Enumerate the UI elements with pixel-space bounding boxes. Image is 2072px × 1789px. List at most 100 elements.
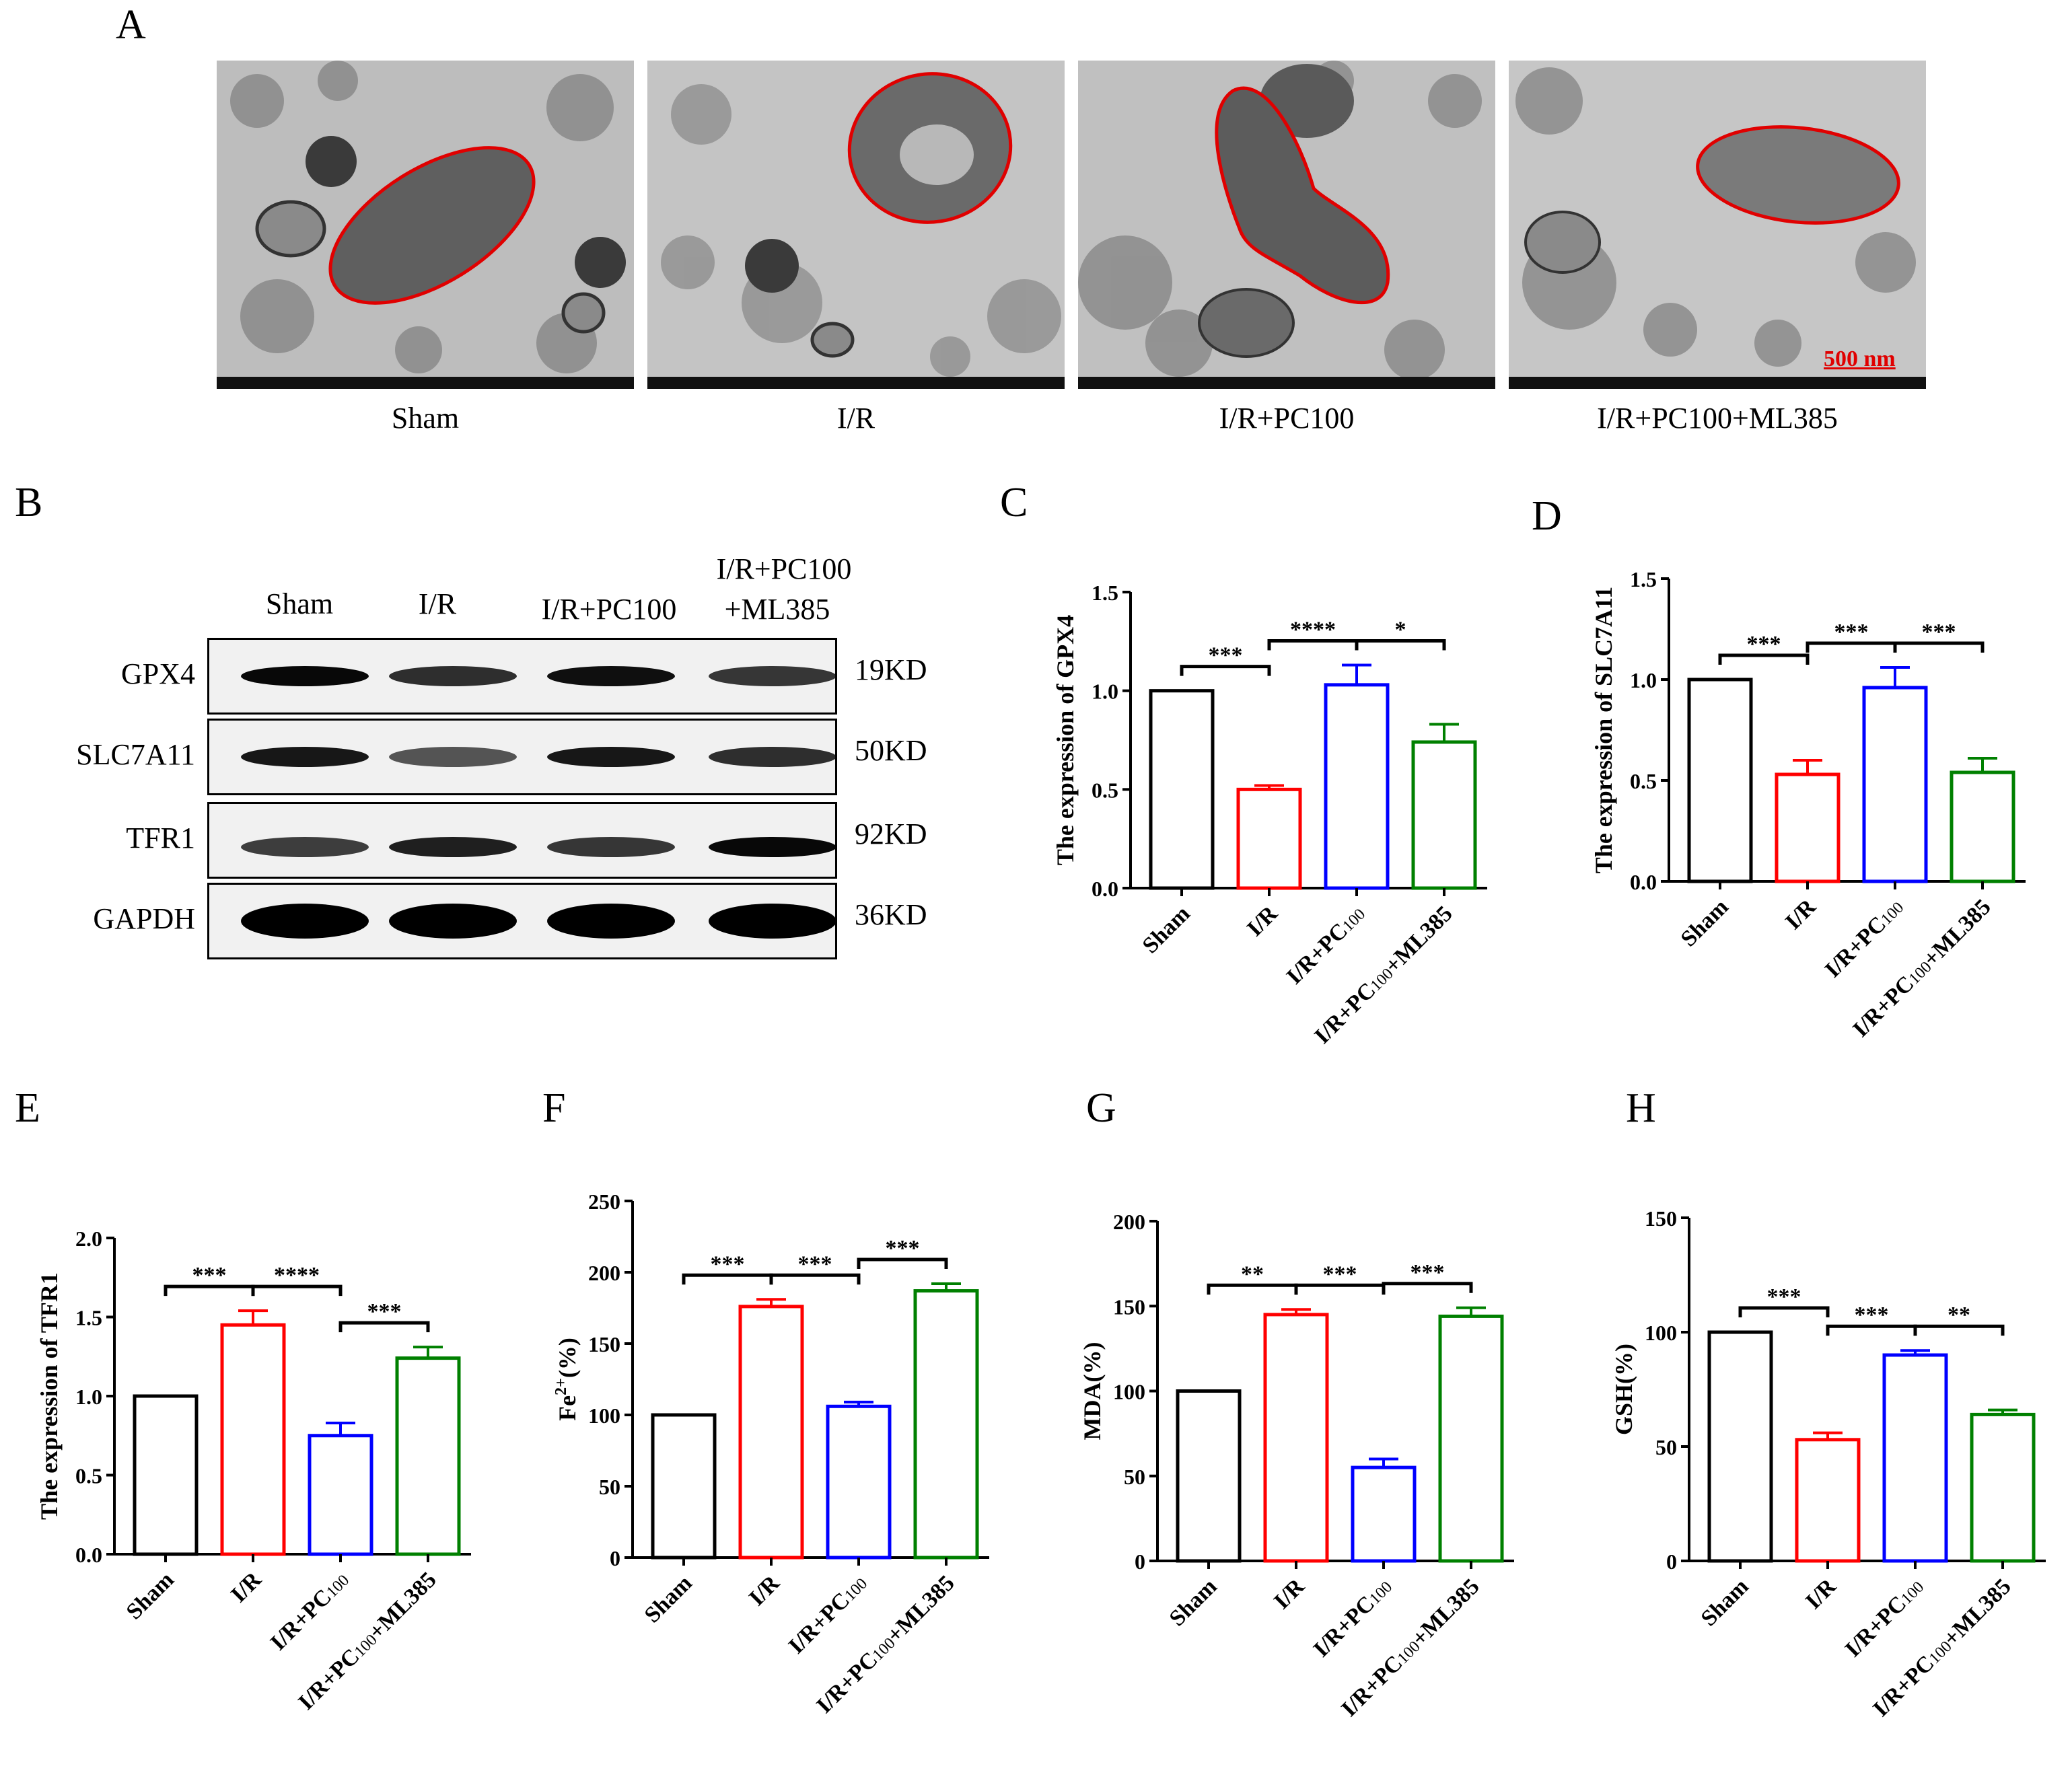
wb-band: [547, 837, 675, 857]
chart-panel-f: 0 50 100 150 200 250 Fe2+(%) Sham I/R I/R+PC100 I/…: [552, 1164, 1050, 1786]
y-tick-label: 150: [1113, 1294, 1145, 1319]
y-tick-label: 200: [1113, 1210, 1145, 1234]
wb-lane-label-ir-pc100-top: I/R+PC100: [716, 552, 852, 585]
x-tick-label: Sham: [122, 1567, 179, 1624]
y-tick-label: 0: [1135, 1549, 1145, 1574]
x-tick-label: I/R: [1269, 1574, 1310, 1614]
y-tick-label: 100: [1113, 1380, 1145, 1404]
y-tick-label: 1.5: [1092, 581, 1118, 605]
chart-panel-e: 0.0 0.5 1.0 1.5 2.0 The expression of TFR1 Sha…: [27, 1204, 525, 1786]
chart-panel-g: 0 50 100 150 200 MDA(%) Sham I/R I/R+PC100 I/R+PC…: [1057, 1184, 1568, 1786]
significance-bracket: [251, 1284, 343, 1297]
significance-label: ****: [274, 1263, 320, 1288]
bar: [1707, 1330, 1773, 1563]
bar: [395, 1356, 461, 1556]
em-image-ir-pc100: [1078, 61, 1495, 389]
x-tick-label: I/R+PC100: [1820, 894, 1908, 982]
wb-band: [241, 837, 369, 857]
chart-panel-d: 0.0 0.5 1.0 1.5 The expression of SLC7A11 Sha…: [1568, 558, 2066, 1113]
significance-label: ***: [711, 1251, 745, 1276]
chart-svg: 0.0 0.5 1.0 1.5 2.0 The expression of TFR1 Sha…: [36, 1227, 471, 1715]
x-tick-label: I/R: [1242, 901, 1283, 941]
wb-band: [709, 837, 836, 857]
y-tick-label: 1.0: [1630, 668, 1657, 692]
significance-bracket: [1207, 1283, 1298, 1295]
y-tick-label: 0: [1666, 1549, 1677, 1574]
y-tick-label: 150: [588, 1332, 620, 1356]
wb-size-label: 92KD: [855, 817, 927, 850]
bar: [1438, 1314, 1504, 1563]
wb-lane-label-ir: I/R: [418, 587, 457, 620]
panel-letter-h: H: [1626, 1085, 1656, 1131]
panel-letter-d: D: [1532, 493, 1562, 539]
y-axis-label: GSH(%): [1610, 1344, 1637, 1435]
wb-size-label: 50KD: [855, 734, 927, 767]
significance-bracket: [164, 1284, 255, 1297]
wb-lane-label-ml385: +ML385: [724, 593, 830, 626]
bar: [1236, 787, 1302, 890]
y-tick-label: 50: [1124, 1465, 1145, 1489]
panel-letter-e: E: [15, 1085, 40, 1131]
significance-label: ***: [798, 1251, 832, 1276]
wb-band: [709, 747, 836, 767]
wb-band: [241, 747, 369, 767]
y-tick-label: 0.0: [75, 1543, 102, 1567]
wb-band: [547, 904, 675, 939]
significance-bracket: [1913, 1324, 2005, 1336]
panel-letter-c: C: [1000, 480, 1028, 525]
y-tick-label: 1.5: [1630, 567, 1657, 591]
significance-label: **: [1948, 1303, 1970, 1327]
x-tick-label: I/R+PC100: [784, 1570, 872, 1658]
significance-label: ***: [1323, 1262, 1357, 1286]
wb-protein-label: TFR1: [126, 822, 195, 854]
x-tick-label: Sham: [1696, 1574, 1754, 1631]
bar: [1351, 1465, 1417, 1563]
significance-bracket: [1826, 1324, 1917, 1336]
wb-band: [389, 666, 517, 686]
significance-bracket: [1893, 641, 1985, 653]
chart-panel-c: 0.0 0.5 1.0 1.5 The expression of GPX4 Sham I/…: [1030, 558, 1528, 1113]
wb-band: [709, 666, 836, 686]
significance-bracket: [1294, 1283, 1386, 1295]
y-tick-label: 0.5: [75, 1464, 102, 1488]
wb-blot-row: [207, 638, 837, 715]
wb-band: [547, 666, 675, 686]
significance-label: **: [1241, 1262, 1264, 1286]
x-tick-label: Sham: [1165, 1574, 1222, 1631]
y-tick-label: 250: [588, 1190, 620, 1214]
y-tick-label: 1.0: [75, 1385, 102, 1409]
y-tick-label: 50: [599, 1475, 620, 1499]
bar: [1775, 772, 1841, 883]
em-image-sham: [217, 61, 634, 389]
significance-label: ***: [1834, 620, 1869, 645]
x-tick-label: Sham: [640, 1570, 697, 1628]
x-tick-label: I/R: [1781, 894, 1821, 935]
significance-bracket: [1718, 653, 1810, 665]
significance-label: ***: [886, 1236, 920, 1261]
y-axis-label: MDA(%): [1079, 1342, 1106, 1440]
wb-lane-label-sham: Sham: [265, 587, 334, 620]
y-tick-label: 0.5: [1630, 769, 1657, 793]
y-tick-label: 0: [610, 1546, 620, 1570]
y-tick-label: 50: [1655, 1435, 1677, 1459]
significance-bracket: [1355, 639, 1446, 651]
significance-bracket: [1267, 639, 1359, 651]
chart-panel-h: 0 50 100 150 GSH(%) Sham I/R I/R+PC100 I/R+PC100…: [1595, 1184, 2066, 1786]
significance-label: ****: [1290, 618, 1336, 643]
wb-protein-label: GAPDH: [93, 902, 195, 935]
significance-label: ***: [1922, 620, 1956, 645]
wb-blot-row: [207, 719, 837, 795]
y-tick-label: 100: [1645, 1321, 1677, 1345]
bar: [1970, 1412, 2036, 1563]
x-tick-label: I/R: [744, 1570, 785, 1611]
x-tick-label: I/R: [1801, 1574, 1841, 1614]
bar: [1882, 1353, 1948, 1563]
significance-bracket: [1382, 1282, 1473, 1293]
x-tick-label: I/R: [226, 1567, 266, 1607]
wb-protein-label: GPX4: [120, 657, 195, 690]
wb-blot-row: [207, 883, 837, 959]
bar: [913, 1289, 979, 1560]
significance-label: ***: [1855, 1303, 1889, 1327]
